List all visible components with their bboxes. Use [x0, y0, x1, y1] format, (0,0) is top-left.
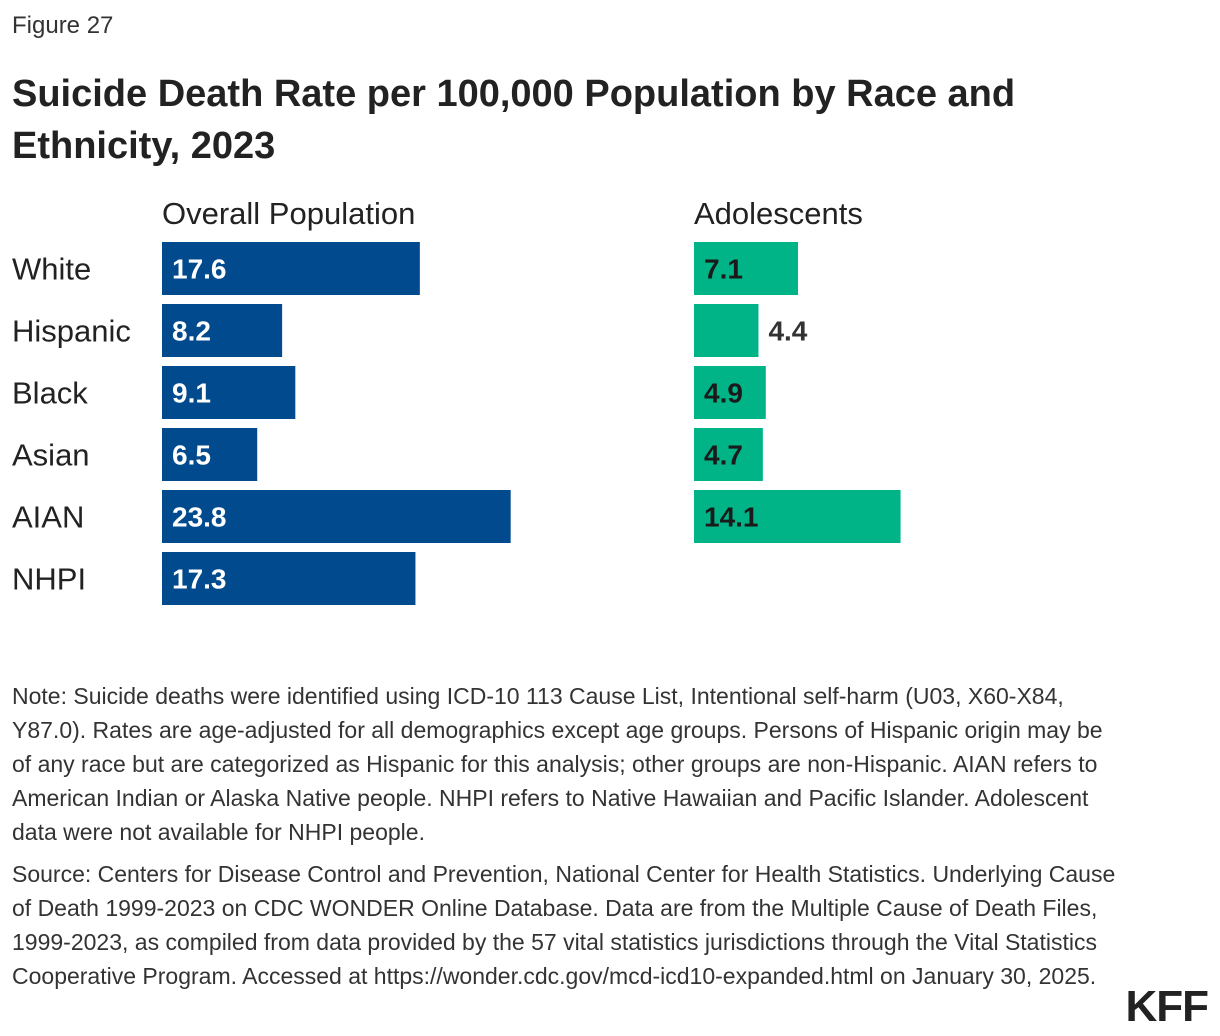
category-label-white: White	[12, 252, 91, 287]
category-label-nhpi: NHPI	[12, 562, 86, 597]
data-label-overall-population-white: 17.6	[172, 254, 227, 285]
bar-adolescents-white	[694, 242, 799, 295]
bar-overall-population-aian	[162, 490, 511, 543]
category-label-aian: AIAN	[12, 500, 84, 535]
data-label-overall-population-black: 9.1	[172, 378, 211, 409]
bar-overall-population-black	[162, 366, 296, 419]
chart-title: Suicide Death Rate per 100,000 Populatio…	[12, 73, 1016, 167]
data-label-adolescents-asian: 4.7	[704, 440, 743, 471]
panel-title-overall-population: Overall Population	[162, 196, 415, 231]
bar-overall-population-white	[162, 242, 420, 295]
category-label-hispanic: Hispanic	[12, 314, 131, 349]
data-label-overall-population-asian: 6.5	[172, 440, 211, 471]
bar-adolescents-aian	[694, 490, 901, 543]
data-label-adolescents-hispanic: 4.4	[768, 316, 807, 347]
kff-logo: KFF	[1125, 982, 1209, 1031]
data-label-overall-population-hispanic: 8.2	[172, 316, 211, 347]
chart-source: Source: Centers for Disease Control and …	[12, 861, 1116, 989]
data-label-adolescents-white: 7.1	[704, 254, 743, 285]
data-label-overall-population-nhpi: 17.3	[172, 564, 227, 595]
bar-adolescents-asian	[694, 428, 763, 481]
bar-adolescents-black	[694, 366, 766, 419]
category-label-asian: Asian	[12, 438, 90, 473]
data-label-adolescents-aian: 14.1	[704, 502, 759, 533]
bar-chart: White Hispanic Black Asian AIAN NHPI Overall P…	[12, 196, 901, 605]
chart-note: Note: Suicide deaths were identified usi…	[12, 683, 1103, 845]
data-label-adolescents-black: 4.9	[704, 378, 743, 409]
bar-overall-population-nhpi	[162, 552, 416, 605]
bar-overall-population-asian	[162, 428, 258, 481]
category-label-black: Black	[12, 376, 88, 411]
figure-label: Figure 27	[12, 12, 114, 39]
bar-adolescents-hispanic	[694, 304, 759, 357]
data-label-overall-population-aian: 23.8	[172, 502, 227, 533]
panel-title-adolescents: Adolescents	[694, 196, 863, 231]
bar-overall-population-hispanic	[162, 304, 283, 357]
